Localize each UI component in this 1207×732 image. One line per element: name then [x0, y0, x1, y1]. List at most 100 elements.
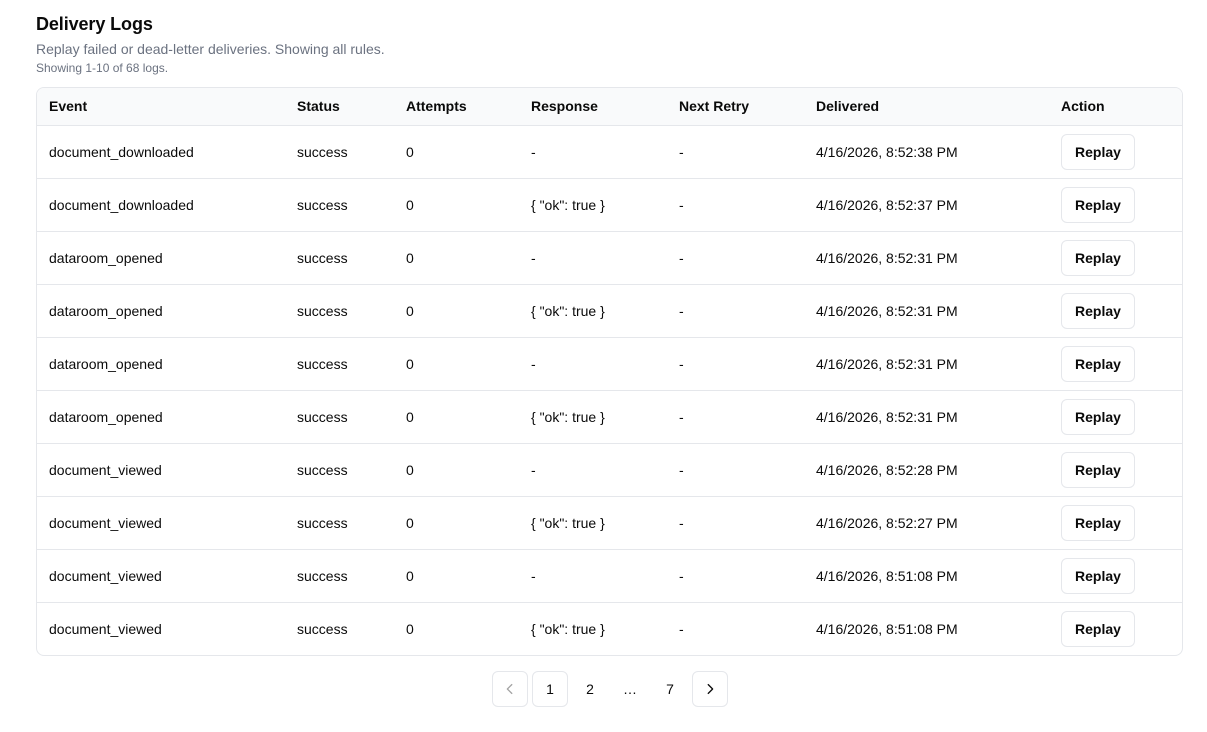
cell-event: dataroom_opened: [37, 284, 285, 338]
table-row: document_viewed success 0- -4/16/2026, 8:51…: [37, 549, 1182, 603]
page-button-2[interactable]: 2: [586, 681, 594, 697]
cell-delivered: 4/16/2026, 8:52:28 PM: [804, 443, 1049, 497]
cell-delivered: 4/16/2026, 8:52:31 PM: [804, 337, 1049, 391]
cell-attempts: 0: [394, 125, 519, 179]
cell-response: { "ok": true }: [519, 390, 667, 444]
replay-button[interactable]: Replay: [1061, 610, 1135, 647]
column-header-response: Response: [519, 88, 667, 126]
cell-action: Replay: [1049, 178, 1182, 232]
chevron-right-icon: [707, 683, 714, 695]
cell-action: Replay: [1049, 496, 1182, 550]
cell-attempts: 0: [406, 620, 414, 637]
cell-action: Replay: [1049, 231, 1182, 285]
page-title: Delivery Logs: [36, 14, 153, 34]
cell-delivered: 4/16/2026, 8:52:37 PM: [804, 178, 1049, 232]
cell-event: document_viewed: [49, 620, 162, 637]
cell-event: dataroom_opened: [37, 231, 285, 285]
cell-delivered: 4/16/2026, 8:52:31 PM: [804, 284, 1049, 338]
page-subtitle: Replay failed or dead-letter deliveries.…: [36, 41, 385, 57]
cell-delivered: 4/16/2026, 8:52:38 PM: [804, 125, 1049, 179]
cell-action: Replay: [1049, 125, 1182, 179]
replay-button[interactable]: Replay: [1061, 186, 1135, 223]
cell-delivered: 4/16/2026, 8:52:31 PM: [804, 390, 1049, 444]
replay-button[interactable]: Replay: [1061, 292, 1135, 329]
replay-button[interactable]: Replay: [1061, 345, 1135, 382]
cell-response: { "ok": true }: [519, 496, 667, 550]
replay-button[interactable]: Replay: [1061, 239, 1135, 276]
next-page-button[interactable]: [692, 671, 728, 707]
cell-response: { "ok": true }: [519, 284, 667, 338]
replay-button[interactable]: Replay: [1061, 504, 1135, 541]
cell-status: success: [285, 178, 394, 232]
cell-response: -: [519, 443, 667, 497]
cell-attempts: 0: [394, 337, 519, 391]
page-button-7[interactable]: 7: [666, 681, 674, 697]
replay-button[interactable]: Replay: [1061, 398, 1135, 435]
cell-event: document_viewed: [37, 443, 285, 497]
cell-attempts: 0: [394, 443, 519, 497]
cell-next-retry: -: [667, 284, 804, 338]
cell-next-retry: -: [667, 390, 804, 444]
cell-event: dataroom_opened: [37, 390, 285, 444]
column-header-event: Event: [37, 88, 285, 126]
page-button-1[interactable]: 1: [532, 671, 568, 707]
cell-next-retry: -: [679, 620, 684, 637]
cell-event: document_viewed: [37, 549, 285, 603]
table-row: document_downloaded success 0- -4/16/2026, …: [37, 125, 1182, 179]
cell-action: Replay: [1049, 337, 1182, 391]
cell-next-retry: -: [667, 549, 804, 603]
cell-status: success: [285, 284, 394, 338]
cell-response: -: [519, 125, 667, 179]
replay-button[interactable]: Replay: [1061, 451, 1135, 488]
table-row: dataroom_opened success 0{ "ok": true } -4/…: [37, 284, 1182, 338]
cell-event: document_viewed: [37, 496, 285, 550]
cell-delivered: 4/16/2026, 8:52:27 PM: [804, 496, 1049, 550]
cell-status: success: [285, 549, 394, 603]
cell-attempts: 0: [394, 284, 519, 338]
cell-attempts: 0: [394, 390, 519, 444]
cell-status: success: [285, 231, 394, 285]
cell-response: { "ok": true }: [519, 178, 667, 232]
cell-attempts: 0: [394, 549, 519, 603]
results-count: Showing 1-10 of 68 logs.: [36, 61, 169, 75]
column-header-action: Action: [1049, 88, 1182, 126]
cell-next-retry: -: [667, 496, 804, 550]
cell-status: success: [297, 620, 348, 637]
cell-action: Replay: [1049, 602, 1182, 655]
cell-action: Replay: [1049, 390, 1182, 444]
table-row: document_viewed success 0- -4/16/2026, 8:52…: [37, 443, 1182, 497]
cell-response: -: [519, 549, 667, 603]
pagination: 1 2 … 7: [492, 671, 728, 707]
cell-status: success: [285, 125, 394, 179]
table-row: document_viewed success 0{ "ok": true } -4/…: [37, 496, 1182, 550]
replay-button[interactable]: Replay: [1061, 133, 1135, 170]
cell-response: { "ok": true }: [531, 620, 605, 637]
cell-next-retry: -: [667, 125, 804, 179]
cell-action: Replay: [1049, 549, 1182, 603]
cell-next-retry: -: [667, 231, 804, 285]
column-header-status: Status: [285, 88, 394, 126]
table-row: dataroom_opened success 0{ "ok": true } -4/…: [37, 390, 1182, 444]
cell-response: -: [519, 337, 667, 391]
cell-response: -: [519, 231, 667, 285]
delivery-logs-page: Delivery Logs Replay failed or dead-lett…: [36, 12, 1183, 656]
cell-delivered: 4/16/2026, 8:51:08 PM: [816, 620, 958, 637]
table-row: document_viewed success 0 { "ok": true } - 4/…: [37, 602, 1182, 655]
cell-status: success: [285, 337, 394, 391]
cell-event: dataroom_opened: [37, 337, 285, 391]
replay-button[interactable]: Replay: [1061, 557, 1135, 594]
cell-attempts: 0: [394, 178, 519, 232]
cell-action: Replay: [1049, 443, 1182, 497]
cell-action: Replay: [1049, 284, 1182, 338]
table-row: dataroom_opened success 0- -4/16/2026, 8:52…: [37, 231, 1182, 285]
cell-next-retry: -: [667, 337, 804, 391]
cell-delivered: 4/16/2026, 8:52:31 PM: [804, 231, 1049, 285]
delivery-logs-table: Event Status Attempts Response Next Retr…: [36, 87, 1183, 656]
cell-event: document_downloaded: [37, 125, 285, 179]
cell-next-retry: -: [667, 443, 804, 497]
column-header-attempts: Attempts: [394, 88, 519, 126]
column-header-next-retry: Next Retry: [667, 88, 804, 126]
cell-attempts: 0: [394, 231, 519, 285]
previous-page-button[interactable]: [492, 671, 528, 707]
cell-event: document_downloaded: [37, 178, 285, 232]
